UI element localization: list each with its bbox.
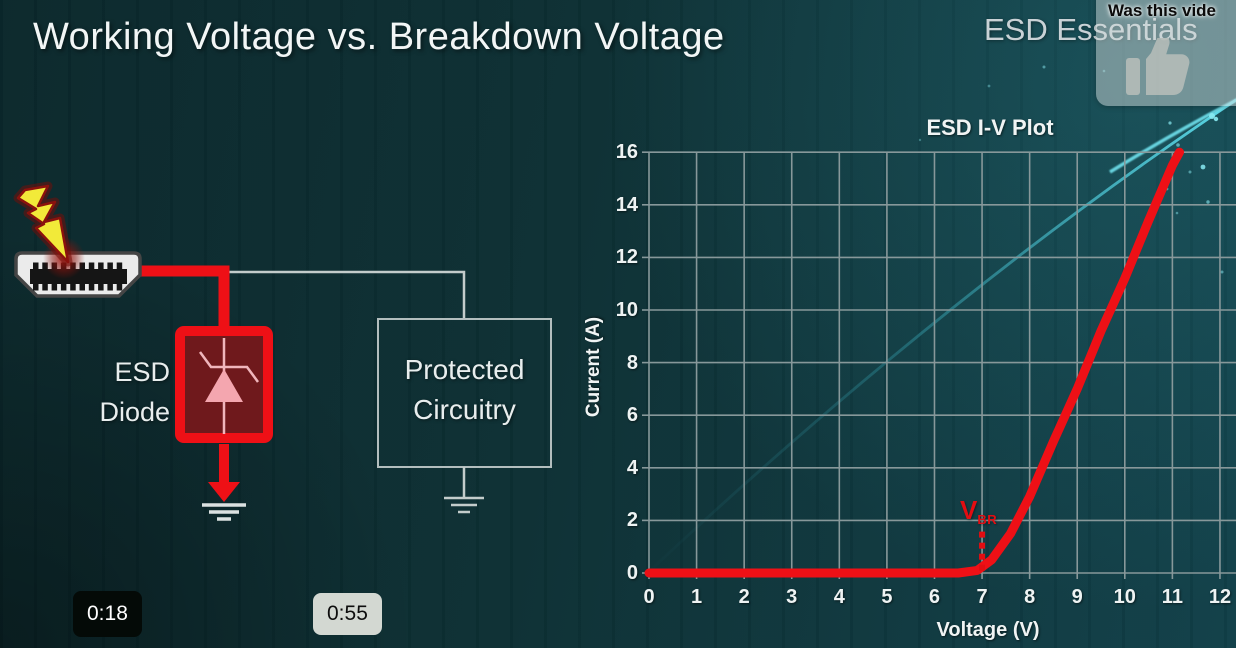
x-tick-label: 12	[1208, 586, 1232, 608]
chapter-marker-1[interactable]: 0:18	[73, 591, 142, 637]
slide-title: Working Voltage vs. Breakdown Voltage	[33, 16, 725, 58]
circuit-diagram	[13, 181, 552, 521]
esd-label-line1: ESD	[114, 357, 170, 387]
y-tick-label: 4	[626, 456, 638, 479]
protected-label-line2: Circuitry	[413, 394, 516, 425]
chart-title: ESD I-V Plot	[926, 115, 1054, 140]
thumbs-up-icon[interactable]	[1124, 38, 1198, 96]
y-tick-label: 0	[626, 562, 638, 584]
iv-curve	[644, 147, 1184, 578]
x-tick-label: 6	[928, 586, 941, 608]
y-tick-label: 12	[615, 246, 638, 269]
x-tick-label: 4	[833, 586, 845, 608]
chapter-marker-2[interactable]: 0:55	[313, 593, 382, 635]
ground-icon	[444, 467, 484, 514]
x-tick-label: 2	[738, 586, 750, 608]
x-tick-label: 11	[1161, 586, 1183, 608]
vbr-annotation-label: VBR	[960, 495, 997, 527]
vbr-symbol: V	[960, 495, 978, 525]
vbr-dotted-line	[979, 531, 986, 571]
x-tick-label: 8	[1024, 586, 1036, 608]
surge-wire	[136, 265, 230, 332]
x-tick-label: 9	[1071, 586, 1083, 608]
protected-circuitry-label: Protected Circuitry	[378, 350, 551, 430]
x-tick-label: 10	[1113, 586, 1136, 608]
surge-arrow	[208, 444, 240, 502]
x-tick-label: 5	[881, 586, 893, 608]
y-tick-label: 6	[626, 404, 638, 427]
vbr-subscript: BR	[977, 512, 998, 527]
y-tick-label: 2	[626, 509, 638, 532]
background-swoosh-decor	[639, 65, 1236, 582]
x-tick-label: 0	[643, 586, 655, 608]
ground-icon	[202, 503, 246, 521]
signal-wire	[226, 270, 466, 320]
y-tick-label: 10	[615, 299, 638, 321]
y-tick-label: 16	[615, 141, 638, 164]
esd-diode-label: ESD Diode	[82, 352, 170, 432]
y-tick-label: 8	[626, 351, 638, 374]
esd-label-line2: Diode	[99, 397, 170, 427]
x-tick-label: 7	[976, 586, 988, 608]
esd-diode-symbol	[198, 338, 260, 434]
poll-overlay[interactable]: Was this vide	[1096, 0, 1236, 106]
x-tick-label: 3	[786, 586, 798, 608]
x-axis-title: Voltage (V)	[936, 619, 1040, 641]
chart-grid	[642, 151, 1236, 579]
poll-question: Was this vide	[1108, 1, 1217, 20]
x-tick-label: 1	[691, 586, 703, 608]
protected-label-line1: Protected	[404, 354, 525, 385]
lightning-bolt-icon	[13, 181, 73, 267]
y-tick-label: 14	[615, 193, 638, 216]
